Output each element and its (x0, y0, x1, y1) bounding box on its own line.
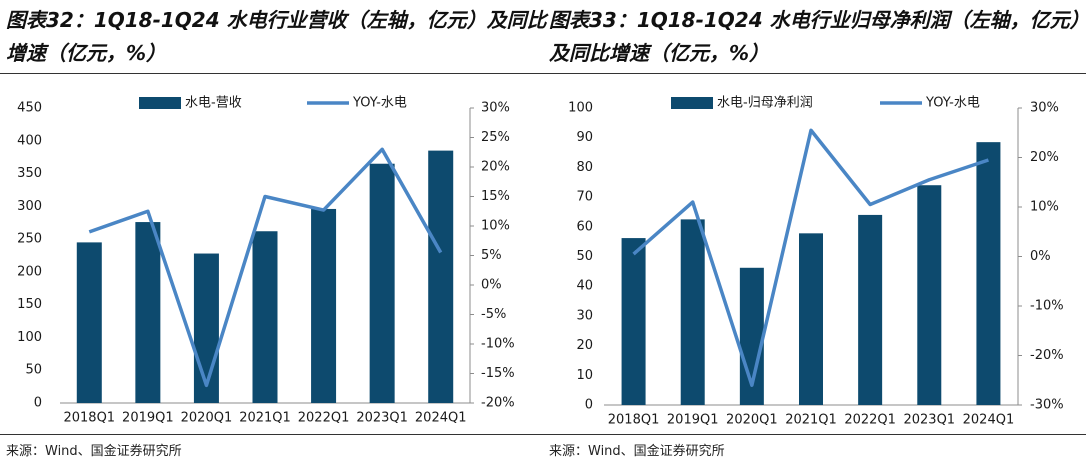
net-profit-chart: 0 10 20 30 40 50 60 70 80 90 100 -30% -20% -10% 0% 10% 2… (568, 96, 1064, 428)
chart-title: 图表32：1Q18-1Q24 水电行业营收（左轴，亿元）及同比 增速（亿元，%） (6, 4, 547, 70)
revenue-bar (799, 233, 823, 405)
revenue-chart: 0 50 100 150 200 250 300 350 400 450 -20% -15% -10% -… (17, 96, 515, 426)
right-y-tick-label: -10% (481, 337, 515, 352)
chart-panel-net-profit: 图表33：1Q18-1Q24 水电行业归母净利润（左轴，亿元） 及同比增速（亿元… (543, 0, 1086, 465)
right-y-tick-label: 30% (481, 101, 510, 116)
left-y-tick-label: 50 (25, 363, 42, 378)
left-y-tick-label: 200 (17, 264, 42, 279)
legend-bar-label: 水电-营收 (185, 96, 242, 111)
x-tick-label: 2024Q1 (415, 411, 467, 426)
right-y-tick-label: 10% (481, 219, 510, 234)
source-note: 来源：Wind、国金证券研究所 (6, 444, 182, 459)
x-tick-label: 2019Q1 (667, 413, 719, 428)
revenue-bar (135, 222, 161, 403)
left-y-tick-label: 10 (576, 368, 593, 383)
left-y-tick-label: 100 (568, 101, 593, 116)
left-y-tick-label: 50 (576, 249, 593, 264)
left-y-tick-label: 0 (585, 398, 593, 413)
right-y-tick-label: 10% (1030, 200, 1059, 215)
x-tick-label: 2022Q1 (298, 411, 350, 426)
chart-title: 图表33：1Q18-1Q24 水电行业归母净利润（左轴，亿元） 及同比增速（亿元… (549, 4, 1086, 70)
revenue-bar (976, 142, 1001, 405)
right-y-tick-label: -30% (1030, 398, 1064, 413)
left-y-tick-label: 250 (17, 232, 42, 247)
x-tick-label: 2024Q1 (963, 413, 1015, 428)
left-y-tick-label: 400 (17, 133, 42, 148)
chart-panel-revenue: 图表32：1Q18-1Q24 水电行业营收（左轴，亿元）及同比 增速（亿元，%）… (0, 4, 547, 459)
x-tick-label: 2019Q1 (122, 411, 174, 426)
revenue-bar (76, 242, 102, 403)
legend-line-label: YOY-水电 (352, 96, 407, 111)
left-y-tick-label: 20 (576, 338, 593, 353)
left-y-tick-label: 300 (17, 199, 42, 214)
x-tick-label: 2018Q1 (63, 411, 115, 426)
right-y-tick-label: 5% (481, 248, 502, 263)
revenue-bar (193, 253, 219, 403)
left-y-tick-label: 40 (576, 279, 593, 294)
x-tick-label: 2021Q1 (239, 411, 291, 426)
revenue-bar (917, 185, 942, 405)
left-y-tick-label: 70 (576, 190, 593, 205)
right-y-tick-label: 25% (481, 130, 510, 145)
chart-title-line-2: 增速（亿元，%） (6, 41, 167, 65)
revenue-bar (428, 150, 454, 403)
right-y-tick-label: 0% (1030, 249, 1051, 264)
left-y-tick-label: 100 (17, 330, 42, 345)
x-tick-label: 2020Q1 (726, 413, 778, 428)
source-divider (543, 434, 1086, 435)
left-y-tick-label: 150 (17, 297, 42, 312)
right-y-tick-label: -5% (481, 307, 506, 322)
chart-title-line-2: 及同比增速（亿元，%） (549, 41, 770, 65)
revenue-bar (680, 219, 705, 405)
left-y-tick-label: 450 (17, 101, 42, 116)
yoy-line (88, 147, 443, 388)
right-y-tick-label: -15% (481, 366, 515, 381)
x-tick-label: 2021Q1 (785, 413, 837, 428)
x-tick-label: 2018Q1 (608, 413, 660, 428)
revenue-bar (621, 238, 646, 405)
right-y-tick-label: 30% (1030, 101, 1059, 116)
revenue-bar (311, 208, 337, 403)
chart-title-line-1: 图表32：1Q18-1Q24 水电行业营收（左轴，亿元）及同比 (6, 8, 547, 32)
revenue-bar (369, 163, 395, 403)
left-y-tick-label: 350 (17, 166, 42, 181)
source-divider (0, 434, 543, 435)
x-tick-label: 2020Q1 (181, 411, 233, 426)
x-tick-label: 2023Q1 (356, 411, 408, 426)
legend-line-label: YOY-水电 (925, 96, 980, 111)
legend-bar-swatch (671, 97, 713, 109)
revenue-bar (252, 231, 278, 403)
right-y-tick-label: -20% (481, 396, 515, 411)
yoy-line (632, 128, 989, 387)
legend-bar-swatch (139, 97, 181, 109)
right-y-tick-label: -10% (1030, 299, 1064, 314)
right-y-tick-label: -20% (1030, 348, 1064, 363)
left-y-tick-label: 90 (576, 130, 593, 145)
legend-bar-label: 水电-归母净利润 (717, 96, 813, 111)
revenue-bar (858, 214, 883, 405)
left-y-tick-label: 0 (34, 396, 42, 411)
title-divider (543, 73, 1086, 74)
left-y-tick-label: 80 (576, 160, 593, 175)
chart-title-line-1: 图表33：1Q18-1Q24 水电行业归母净利润（左轴，亿元） (549, 8, 1086, 32)
x-tick-label: 2023Q1 (903, 413, 955, 428)
title-divider (0, 73, 543, 74)
right-y-tick-label: 0% (481, 278, 502, 293)
right-y-tick-label: 20% (481, 160, 510, 175)
source-note: 来源：Wind、国金证券研究所 (549, 444, 725, 459)
right-y-tick-label: 20% (1030, 150, 1059, 165)
x-tick-label: 2022Q1 (844, 413, 896, 428)
left-y-tick-label: 60 (576, 219, 593, 234)
left-y-tick-label: 30 (576, 308, 593, 323)
right-y-tick-label: 15% (481, 189, 510, 204)
